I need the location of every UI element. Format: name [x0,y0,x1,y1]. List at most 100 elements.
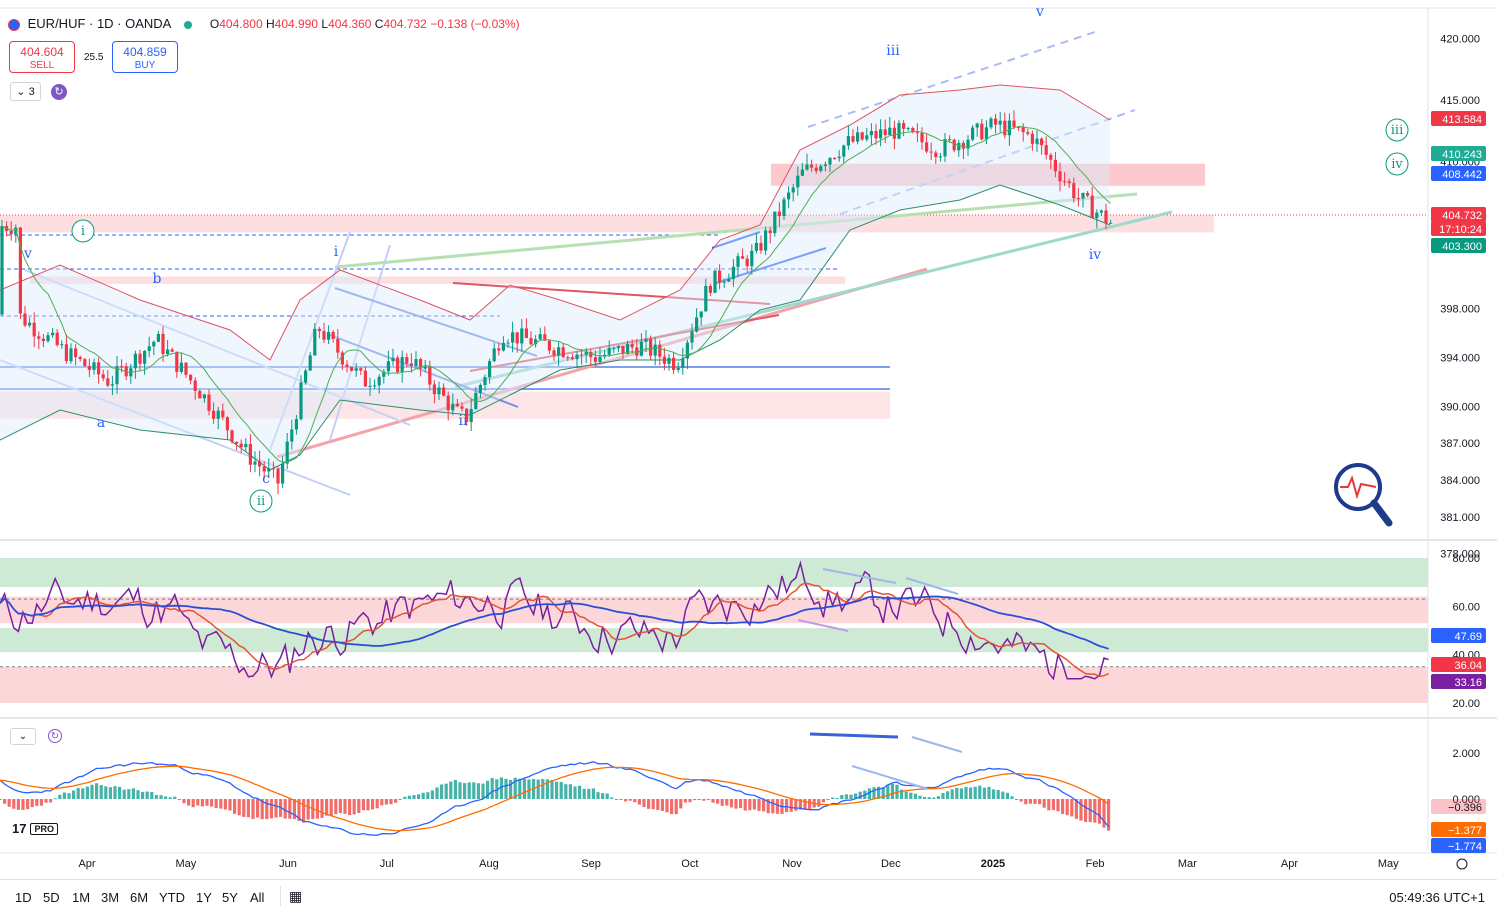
macd-histogram-bar [214,799,218,809]
candle-body [773,211,777,234]
macd-collapse-button[interactable]: ⌄ [10,728,36,745]
macd-histogram-bar [118,786,122,799]
macd-histogram-bar [771,799,775,814]
candle-body [653,344,657,356]
refresh-icon[interactable]: ↻ [48,729,62,743]
candle-body [768,230,772,234]
candle-body [451,403,455,411]
divergence-line [797,619,849,632]
calendar-icon[interactable]: ▦ [289,888,303,904]
timeframe-5d-button[interactable]: 5D [43,890,60,905]
x-tick-label: 2025 [981,858,1005,870]
candle-body [78,357,82,360]
timeframe-1d-button[interactable]: 1D [15,890,32,905]
divergence-line [851,765,929,790]
candle-body [478,385,482,393]
candle-body [552,350,556,356]
chevron-down-icon: ⌄ [16,86,26,98]
candle-body [409,363,413,366]
macd-histogram-bar [44,799,48,803]
chart-canvas[interactable]: 420.000415.000410.000406.000398.000394.0… [0,0,1497,879]
macd-histogram-bar [467,782,471,799]
timeframe-3m-button[interactable]: 3M [101,890,120,905]
macd-histogram-bar [403,796,407,799]
price-badge [1431,221,1486,236]
candle-body [846,136,850,146]
macd-histogram-bar [306,799,310,820]
wave-circle-label: iii [1391,123,1403,138]
timeframe-6m-button[interactable]: 6M [130,890,149,905]
open-value: 404.800 [219,17,263,31]
candle-body [442,387,446,396]
x-tick-label: Sep [581,858,601,870]
macd-histogram-bar [628,799,632,801]
macd-histogram-bar [297,799,301,821]
candle-body [860,132,864,140]
macd-histogram-bar [274,799,278,818]
clock[interactable]: 05:49:36 UTC+1 [1389,890,1485,905]
macd-histogram-bar [545,779,549,799]
macd-histogram-bar [509,779,513,799]
candle-body [106,378,110,386]
timeframe-5y-button[interactable]: 5Y [222,890,238,905]
candle-body [170,349,174,352]
candle-body [639,341,643,356]
candle-body [225,417,229,431]
candle-body [842,145,846,157]
magnifier-icon [1334,463,1382,511]
candle-body [1026,132,1030,134]
macd-histogram-bar [361,799,365,811]
macd-histogram-bar [789,799,793,812]
candle-body [299,382,303,420]
symbol-title[interactable]: EUR/HUF · 1D · OANDA [27,16,171,31]
candle-body [635,347,639,356]
sell-price: 404.604 [20,45,64,59]
sell-label: SELL [29,60,55,71]
macd-histogram-bar [1056,799,1060,812]
wave-label: a [97,415,105,431]
buy-button[interactable]: 404.859 BUY [112,41,178,73]
candle-body [313,328,317,356]
macd-histogram-bar [932,797,936,799]
candle-body [534,339,538,345]
macd-histogram-bar [550,780,554,799]
macd-histogram-bar [734,799,738,809]
wave-circle [1385,152,1409,176]
timeframe-all-button[interactable]: All [250,890,265,905]
refresh-icon[interactable]: ↻ [51,84,67,100]
timeframe-ytd-button[interactable]: YTD [159,890,185,905]
macd-histogram-bar [49,799,53,803]
macd-histogram-bar [62,792,66,799]
candle-body [377,376,381,386]
candle-body [216,410,220,419]
spread-value: 25.5 [84,52,104,63]
zone [30,276,845,284]
macd-histogram-bar [1079,799,1083,821]
macd-histogram-bar [969,787,973,799]
macd-histogram-bar [1010,796,1014,799]
flag-icon [8,18,20,31]
timeframe-1y-button[interactable]: 1Y [196,890,212,905]
macd-histogram-bar [1047,799,1051,811]
candle-body [138,353,142,364]
candle-body [336,338,340,353]
candle-body [787,192,791,200]
candle-body [492,348,496,362]
candle-body [469,409,473,422]
indicator-collapse-button[interactable]: ⌄ 3 [10,82,41,101]
candle-body [419,359,423,369]
x-tick-label: Oct [681,858,698,870]
macd-histogram-bar [693,799,697,801]
candle-body [290,429,294,442]
candle-body [1017,127,1021,129]
timeframe-1m-button[interactable]: 1M [72,890,91,905]
sell-button[interactable]: 404.604 SELL [9,41,75,73]
macd-histogram-bar [375,799,379,809]
macd-histogram-bar [913,793,917,799]
candle-body [110,384,114,386]
candle-body [1109,222,1113,224]
macd-histogram-bar [831,797,835,799]
x-tick-label: May [175,858,196,870]
macd-histogram-bar [729,799,733,808]
candle-body [971,127,975,140]
